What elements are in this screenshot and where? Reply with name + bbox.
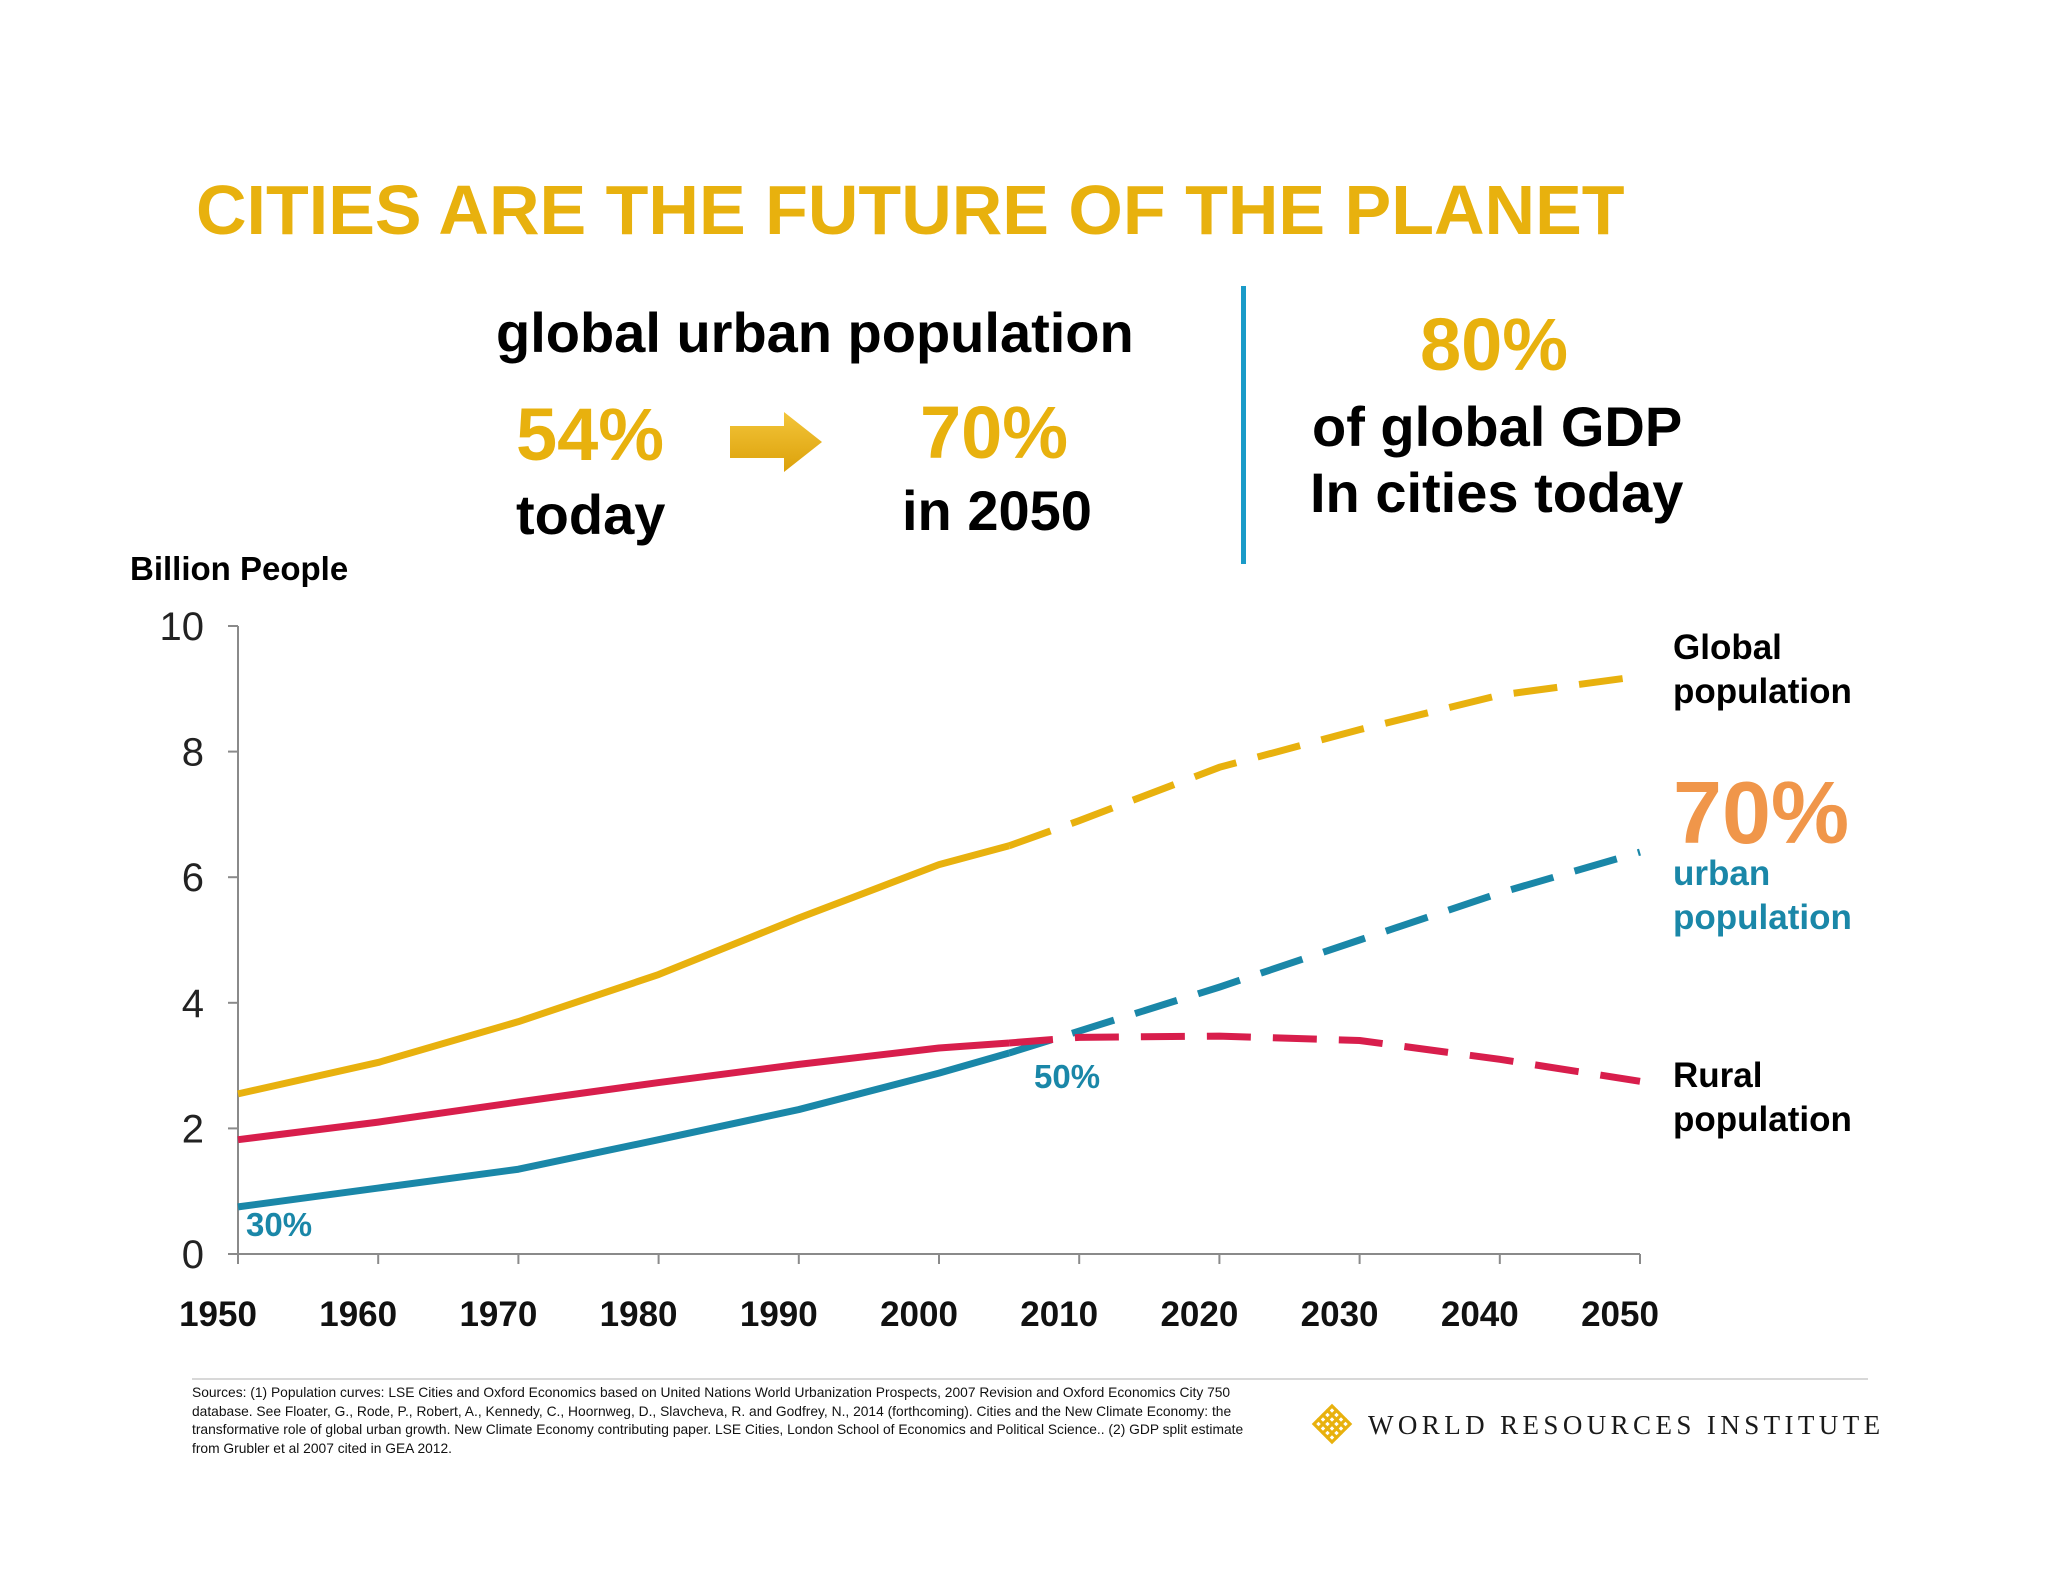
series-line-rural-population-projected xyxy=(1008,1032,1641,1085)
x-tick-label: 2050 xyxy=(1581,1295,1659,1334)
x-tick-label: 2000 xyxy=(880,1295,958,1334)
gdp-pct: 80% xyxy=(1420,303,1569,386)
x-tick-label: 1970 xyxy=(459,1295,537,1334)
urban-stat-heading: global urban population xyxy=(496,301,1134,364)
series-line-global-population-projected xyxy=(1007,672,1641,850)
legend-urban-population: urban population xyxy=(1673,854,1852,937)
x-tick-label: 1990 xyxy=(740,1295,818,1334)
x-tick-label: 1950 xyxy=(179,1295,257,1334)
series-line-global-population-historical xyxy=(237,842,1011,1098)
legend-global-population: Global population xyxy=(1673,628,1852,711)
y-tick-label: 4 xyxy=(182,982,204,1026)
wri-logo-text: WORLD RESOURCES INSTITUTE xyxy=(1368,1410,1885,1440)
legend-urban-pct: 70% xyxy=(1673,763,1850,862)
x-tick-label: 2010 xyxy=(1020,1295,1098,1334)
footer-rule xyxy=(192,1378,1868,1380)
page-title: CITIES ARE THE FUTURE OF THE PLANET xyxy=(196,171,1625,249)
urban-2050-pct: 70% xyxy=(920,391,1069,474)
x-tick-label: 1980 xyxy=(600,1295,678,1334)
x-tick-label: 2040 xyxy=(1441,1295,1519,1334)
urban-2050-label: in 2050 xyxy=(902,479,1092,542)
x-tick-label: 2030 xyxy=(1301,1295,1379,1334)
y-tick-label: 10 xyxy=(160,605,205,649)
urban-today-label: today xyxy=(516,483,666,546)
y-tick-label: 6 xyxy=(182,856,204,900)
x-tick-label: 2020 xyxy=(1160,1295,1238,1334)
y-axis-label: Billion People xyxy=(130,550,349,587)
x-tick-label: 1960 xyxy=(319,1295,397,1334)
legend-rural-population: Rural population xyxy=(1673,1056,1852,1139)
annotation-50-percent: 50% xyxy=(1034,1058,1101,1095)
gdp-label-line2: In cities today xyxy=(1310,461,1684,524)
annotation-30-percent: 30% xyxy=(246,1206,313,1243)
series-line-urban-population-projected xyxy=(1008,848,1641,1057)
urban-today-pct: 54% xyxy=(516,393,665,476)
sources-note: Sources: (1) Population curves: LSE Citi… xyxy=(192,1385,1244,1456)
section-divider xyxy=(1241,286,1246,564)
y-tick-label: 8 xyxy=(182,731,204,775)
wri-logo-icon xyxy=(1311,1403,1353,1445)
series-line-rural-population-historical xyxy=(237,1039,1010,1144)
y-tick-label: 0 xyxy=(182,1233,204,1277)
series-line-urban-population-historical xyxy=(237,1049,1011,1211)
y-tick-label: 2 xyxy=(182,1107,204,1151)
arrow-right-icon xyxy=(730,412,822,472)
gdp-label-line1: of global GDP xyxy=(1312,395,1683,458)
